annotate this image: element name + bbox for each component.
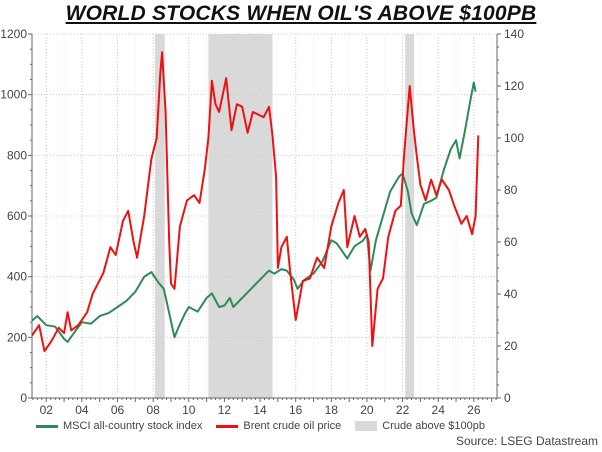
legend-swatch-msci — [36, 424, 58, 428]
legend-swatch-shaded — [355, 421, 378, 432]
x-tick-label: 22 — [396, 403, 410, 417]
y-left-tick-label: 0 — [20, 391, 27, 405]
legend-item-shaded: Crude above $100pb — [355, 420, 485, 432]
legend-item-msci: MSCI all-country stock index — [36, 420, 202, 432]
legend-label-shaded: Crude above $100pb — [382, 420, 485, 432]
y-left-tick-label: 1000 — [0, 88, 27, 102]
x-tick-label: 18 — [325, 403, 339, 417]
shaded-period — [154, 34, 165, 398]
y-right-tick-label: 60 — [504, 235, 518, 249]
y-right-tick-label: 20 — [504, 339, 518, 353]
y-left-tick-label: 1200 — [0, 27, 27, 41]
y-left-tick-label: 800 — [7, 148, 27, 162]
legend-label-brent: Brent crude oil price — [243, 420, 342, 432]
source-note: Source: LSEG Datastream — [455, 434, 598, 448]
x-tick-label: 24 — [432, 403, 446, 417]
legend-swatch-brent — [216, 424, 239, 428]
y-left-tick-label: 400 — [7, 270, 27, 284]
legend: MSCI all-country stock index Brent crude… — [36, 420, 485, 432]
y-right-tick-label: 0 — [504, 391, 511, 405]
y-left-tick-label: 600 — [7, 209, 27, 223]
x-tick-label: 26 — [467, 403, 481, 417]
x-tick-label: 16 — [289, 403, 303, 417]
x-tick-label: 14 — [253, 403, 267, 417]
legend-label-msci: MSCI all-country stock index — [63, 420, 203, 432]
chart-title: WORLD STOCKS WHEN OIL'S ABOVE $100PB — [65, 2, 537, 25]
x-tick-label: 08 — [146, 403, 160, 417]
y-right-tick-label: 40 — [504, 287, 518, 301]
x-tick-label: 20 — [360, 403, 374, 417]
y-right-tick-label: 140 — [504, 27, 524, 41]
shaded-period — [208, 34, 273, 398]
x-tick-label: 06 — [111, 403, 125, 417]
y-right-tick-label: 80 — [504, 183, 518, 197]
x-tick-label: 02 — [40, 403, 54, 417]
y-right-tick-label: 120 — [504, 79, 524, 93]
y-right-tick-label: 100 — [504, 131, 524, 145]
shaded-period — [405, 34, 415, 398]
series-line-brent — [31, 51, 480, 353]
y-left-tick-label: 200 — [7, 330, 27, 344]
series-line-msci — [31, 81, 477, 343]
x-tick-label: 04 — [75, 403, 89, 417]
x-tick-label: 12 — [218, 403, 232, 417]
legend-item-brent: Brent crude oil price — [216, 420, 341, 432]
x-tick-label: 10 — [182, 403, 196, 417]
